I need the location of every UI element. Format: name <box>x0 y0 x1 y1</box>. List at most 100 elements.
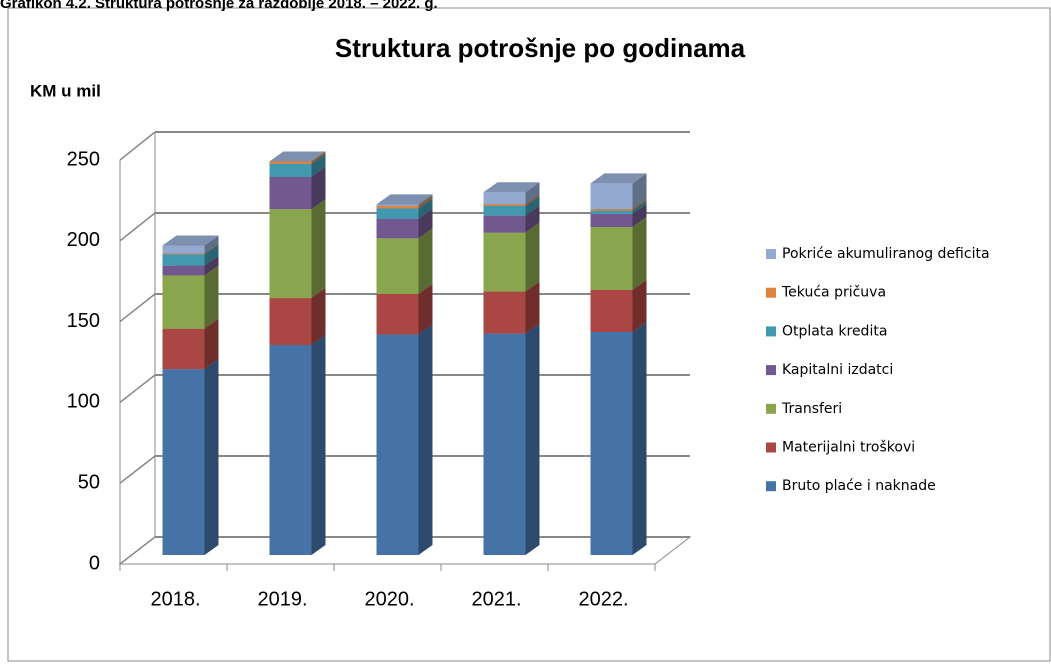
bar-front <box>162 275 205 329</box>
bar-side <box>632 321 647 555</box>
bar-front <box>590 209 633 211</box>
bar-front <box>162 265 205 276</box>
x-tick-label: 2018. <box>150 588 200 610</box>
y-tick-label: 250 <box>67 148 100 170</box>
bar-front <box>162 245 205 254</box>
bar-side <box>525 205 540 233</box>
bar-side <box>632 173 647 210</box>
bar-side <box>204 255 219 276</box>
bar-top <box>483 182 540 193</box>
bar-side <box>311 199 326 299</box>
bar-front <box>162 369 205 555</box>
bar-segment <box>269 151 326 162</box>
bar-top <box>376 194 433 205</box>
bar-side <box>418 208 433 239</box>
bar-side <box>525 323 540 555</box>
bar-segment <box>376 194 433 206</box>
bar-side <box>418 284 433 335</box>
bar-side <box>632 200 647 215</box>
bar-segment <box>376 324 433 555</box>
bar-side <box>418 228 433 295</box>
x-tick-label: 2021. <box>471 588 521 610</box>
y-tick-label: 200 <box>67 229 100 251</box>
bar-segment <box>590 173 647 210</box>
bar-side <box>311 166 326 210</box>
legend-label: Otplata kredita <box>782 323 887 339</box>
bar-segment <box>162 359 219 555</box>
legend-label: Bruto plaće i naknade <box>782 478 936 494</box>
x-tick-label: 2020. <box>364 588 414 610</box>
y-tick-label: 50 <box>78 471 100 493</box>
legend-swatch <box>766 403 776 414</box>
bar-side <box>525 194 540 206</box>
bar-front <box>483 205 526 216</box>
bar-side <box>311 334 326 555</box>
legend-swatch <box>766 442 776 453</box>
bar-segment <box>483 182 540 205</box>
bar-front <box>483 215 526 233</box>
legend-swatch <box>766 249 776 259</box>
bar-side <box>204 318 219 370</box>
bar-side <box>204 359 219 555</box>
bar-side <box>525 195 540 216</box>
bar-side <box>204 244 219 266</box>
bar-front <box>376 218 419 239</box>
chart-title: Struktura potrošnje po godinama <box>335 33 746 63</box>
y-tick-label: 100 <box>67 391 100 413</box>
bar-front <box>162 253 205 255</box>
grid-line-side <box>119 374 156 403</box>
legend-swatch <box>766 287 776 298</box>
legend-swatch <box>766 481 776 492</box>
bar-front <box>483 204 526 206</box>
legend-label: Kapitalni izdatci <box>782 362 893 378</box>
bar-front <box>590 214 633 227</box>
bar-top <box>590 173 647 184</box>
bar-front <box>376 294 419 335</box>
y-axis-label: KM u mil <box>30 81 101 100</box>
bar-segment <box>162 235 219 254</box>
y-tick-label: 0 <box>89 552 100 574</box>
bar-segment <box>483 323 540 555</box>
bar-front <box>269 176 312 210</box>
bar-front <box>376 204 419 206</box>
y-tick-label: 150 <box>67 310 100 332</box>
bar-side <box>311 151 326 164</box>
x-tick-label: 2019. <box>257 588 307 610</box>
bar-front <box>590 183 633 210</box>
bar-front <box>269 163 312 177</box>
bar-front <box>590 226 633 290</box>
caption: Grafikon 4.2. Struktura potrošnje za raz… <box>0 0 438 12</box>
grid-line-side <box>119 536 156 565</box>
grid-line-side <box>119 212 156 242</box>
bar-segment <box>590 321 647 555</box>
bar-side <box>525 222 540 292</box>
bar-side <box>311 153 326 177</box>
bar-front <box>483 192 526 205</box>
bar-top <box>269 151 326 162</box>
grid-line-side <box>119 293 156 323</box>
bar-front <box>269 209 312 299</box>
bar-side <box>311 288 326 345</box>
bar-side <box>204 265 219 329</box>
bar-front <box>590 289 633 332</box>
bar-segment <box>590 216 647 290</box>
bar-side <box>525 182 540 205</box>
legend-label: Transferi <box>781 401 842 417</box>
bar-front <box>590 331 633 555</box>
bar-side <box>632 279 647 332</box>
bar-front <box>162 328 205 370</box>
legend-swatch <box>766 365 776 376</box>
bar-segment <box>269 334 326 555</box>
bar-front <box>162 254 205 266</box>
bar-front <box>376 205 419 209</box>
bar-segment <box>483 222 540 292</box>
bar-front <box>376 208 419 219</box>
bar-side <box>204 235 219 254</box>
bar-front <box>483 333 526 555</box>
grid-line-side <box>119 455 156 484</box>
bar-front <box>590 210 633 215</box>
bar-front <box>483 232 526 292</box>
bar-side <box>418 194 433 206</box>
legend-label: Materijalni troškovi <box>782 440 915 456</box>
